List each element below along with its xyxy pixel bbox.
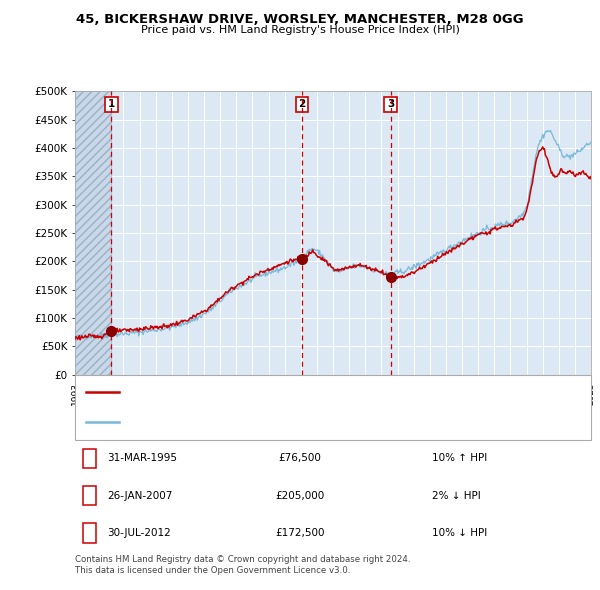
- Text: 1: 1: [107, 99, 115, 109]
- Text: £172,500: £172,500: [275, 528, 325, 538]
- Text: HPI: Average price, detached house, Salford: HPI: Average price, detached house, Salf…: [126, 418, 335, 427]
- Text: 10% ↓ HPI: 10% ↓ HPI: [432, 528, 487, 538]
- Text: £76,500: £76,500: [278, 453, 322, 463]
- Text: 45, BICKERSHAW DRIVE, WORSLEY, MANCHESTER, M28 0GG (detached house): 45, BICKERSHAW DRIVE, WORSLEY, MANCHESTE…: [126, 388, 499, 396]
- Text: 10% ↑ HPI: 10% ↑ HPI: [432, 453, 487, 463]
- Text: Price paid vs. HM Land Registry's House Price Index (HPI): Price paid vs. HM Land Registry's House …: [140, 25, 460, 35]
- Text: 1: 1: [86, 453, 93, 463]
- Text: 3: 3: [86, 528, 93, 538]
- Text: 31-MAR-1995: 31-MAR-1995: [107, 453, 177, 463]
- Text: 3: 3: [387, 99, 394, 109]
- Bar: [75, 91, 111, 375]
- Text: 30-JUL-2012: 30-JUL-2012: [107, 528, 170, 538]
- Text: This data is licensed under the Open Government Licence v3.0.: This data is licensed under the Open Gov…: [75, 566, 350, 575]
- Text: £205,000: £205,000: [275, 491, 325, 500]
- Text: 45, BICKERSHAW DRIVE, WORSLEY, MANCHESTER, M28 0GG: 45, BICKERSHAW DRIVE, WORSLEY, MANCHESTE…: [76, 13, 524, 26]
- Text: Contains HM Land Registry data © Crown copyright and database right 2024.: Contains HM Land Registry data © Crown c…: [75, 555, 410, 563]
- Bar: [75, 91, 111, 375]
- Text: 2: 2: [86, 491, 93, 500]
- Text: 2% ↓ HPI: 2% ↓ HPI: [432, 491, 481, 500]
- Text: 26-JAN-2007: 26-JAN-2007: [107, 491, 172, 500]
- Text: 2: 2: [298, 99, 305, 109]
